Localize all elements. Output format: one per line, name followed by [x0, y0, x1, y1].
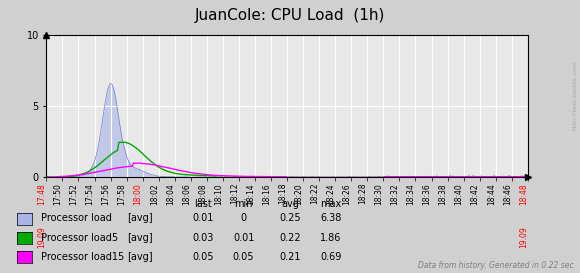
Text: 18:02: 18:02	[150, 183, 159, 204]
Text: 18:48: 18:48	[519, 183, 528, 204]
Text: 18:34: 18:34	[407, 183, 415, 205]
Text: 18:14: 18:14	[246, 183, 255, 204]
Text: 18:46: 18:46	[503, 183, 512, 205]
Text: 0.25: 0.25	[279, 213, 301, 223]
Text: 18:18: 18:18	[278, 183, 287, 204]
Text: avg: avg	[281, 199, 299, 209]
Text: 18:12: 18:12	[230, 183, 239, 204]
Text: Processor load: Processor load	[41, 213, 111, 223]
Text: Data from history. Generated in 0.22 sec: Data from history. Generated in 0.22 sec	[418, 261, 574, 270]
Text: [avg]: [avg]	[128, 252, 153, 262]
Text: last: last	[194, 199, 212, 209]
Text: 18:00: 18:00	[133, 183, 143, 205]
Text: http://test-zabbix.com: http://test-zabbix.com	[572, 61, 577, 130]
Text: 18:30: 18:30	[374, 183, 383, 205]
Text: 18:08: 18:08	[198, 183, 207, 204]
Text: 18:36: 18:36	[422, 183, 432, 205]
Text: Processor load15: Processor load15	[41, 252, 124, 262]
Text: 17:56: 17:56	[102, 183, 111, 205]
Text: 1.86: 1.86	[320, 233, 341, 242]
Text: 0.05: 0.05	[233, 252, 255, 262]
Text: Processor load5: Processor load5	[41, 233, 118, 242]
Text: 18:32: 18:32	[390, 183, 400, 204]
Text: 17:50: 17:50	[53, 183, 63, 205]
Text: 17:52: 17:52	[70, 183, 78, 205]
Text: 18:44: 18:44	[487, 183, 496, 205]
Text: 17:54: 17:54	[85, 183, 95, 205]
Text: [avg]: [avg]	[128, 213, 153, 223]
Text: min: min	[234, 199, 253, 209]
Text: 0.01: 0.01	[233, 233, 254, 242]
Text: 6.38: 6.38	[320, 213, 341, 223]
Text: 0.01: 0.01	[193, 213, 213, 223]
Text: 18:20: 18:20	[294, 183, 303, 204]
Text: 18:28: 18:28	[358, 183, 367, 204]
Text: 0.69: 0.69	[320, 252, 341, 262]
Text: 17:58: 17:58	[118, 183, 126, 205]
Text: max: max	[320, 199, 341, 209]
Text: 17:48: 17:48	[37, 183, 46, 205]
Text: 0.21: 0.21	[279, 252, 301, 262]
Text: 0.22: 0.22	[279, 233, 301, 242]
Text: [avg]: [avg]	[128, 233, 153, 242]
Text: 18:38: 18:38	[438, 183, 448, 204]
Text: 18:26: 18:26	[342, 183, 351, 204]
Text: 18:04: 18:04	[166, 183, 175, 205]
Text: 18:42: 18:42	[470, 183, 480, 204]
Text: 19.09: 19.09	[519, 227, 528, 248]
Text: 19.09: 19.09	[37, 227, 46, 248]
Text: 18:16: 18:16	[262, 183, 271, 204]
Text: 18:40: 18:40	[455, 183, 463, 205]
Text: JuanCole: CPU Load  (1h): JuanCole: CPU Load (1h)	[195, 8, 385, 23]
Text: 0.03: 0.03	[193, 233, 213, 242]
Text: 18:24: 18:24	[326, 183, 335, 204]
Text: 18:06: 18:06	[182, 183, 191, 205]
Text: 18:22: 18:22	[310, 183, 319, 204]
Text: 18:10: 18:10	[214, 183, 223, 204]
Text: 0: 0	[241, 213, 246, 223]
Text: 0.05: 0.05	[192, 252, 214, 262]
